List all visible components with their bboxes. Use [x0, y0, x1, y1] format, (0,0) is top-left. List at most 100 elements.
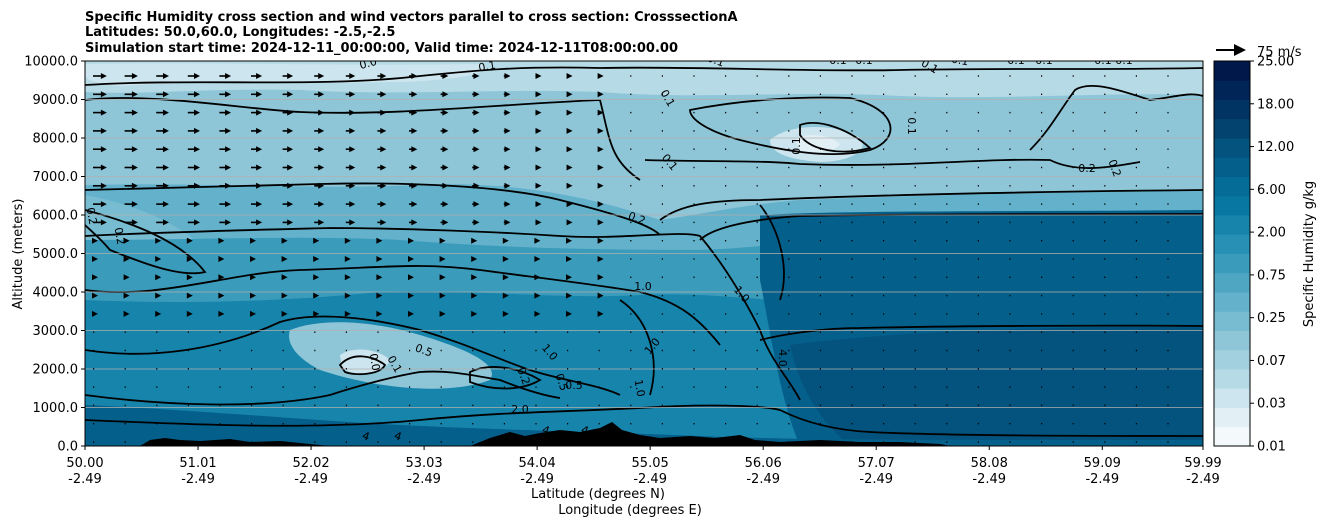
wind-vector — [1167, 166, 1169, 169]
contour-line — [619, 299, 655, 396]
wind-vector — [851, 313, 853, 315]
wind-vector — [883, 148, 885, 150]
wind-vector-head — [504, 182, 511, 189]
wind-vector-head — [155, 292, 162, 299]
wind-vector — [883, 386, 885, 388]
wind-vector-head — [408, 237, 414, 244]
wind-vector — [1009, 294, 1011, 297]
wind-vector — [1135, 185, 1137, 187]
wind-vector — [914, 130, 916, 132]
wind-vector-head — [287, 127, 294, 134]
wind-vector-head — [597, 292, 604, 299]
wind-vector — [914, 294, 916, 297]
y-tick-label: 0.0 — [57, 440, 78, 455]
wind-vector — [788, 294, 790, 297]
wind-vector-head — [442, 127, 449, 134]
colorbar-tick-label: 0.75 — [1257, 268, 1286, 283]
wind-vector — [693, 221, 695, 224]
colorbar-swatch — [1214, 215, 1250, 235]
wind-vector — [345, 368, 347, 370]
wind-vector — [851, 203, 853, 205]
wind-vector-head — [502, 256, 509, 262]
wind-vector — [819, 203, 821, 205]
wind-vector — [883, 441, 885, 443]
wind-vector — [156, 349, 158, 352]
contour-label: 0.1 — [705, 51, 726, 69]
wind-vector — [314, 423, 316, 425]
wind-vector — [377, 441, 379, 443]
x-tick-label-lat: 54.04 — [519, 456, 556, 471]
wind-vector — [946, 294, 948, 297]
wind-vector — [503, 441, 505, 443]
wind-vector — [251, 441, 253, 443]
wind-vector-head — [313, 310, 320, 317]
wind-vector — [788, 276, 790, 278]
wind-vector-head — [534, 310, 541, 317]
wind-vector-head — [131, 182, 138, 189]
wind-vector-head — [194, 127, 201, 134]
wind-vector — [1167, 240, 1169, 242]
wind-vector — [977, 423, 979, 425]
wind-vector — [725, 240, 727, 242]
wind-vector — [661, 404, 663, 407]
wind-vector — [1135, 203, 1137, 205]
wind-vector-head — [344, 292, 351, 299]
wind-vector — [725, 130, 727, 132]
wind-vector — [535, 331, 537, 333]
wind-vector-head — [318, 109, 325, 116]
wind-vector-head — [597, 73, 604, 79]
wind-vector — [977, 111, 979, 114]
wind-vector — [883, 258, 885, 260]
wind-vector — [187, 386, 189, 388]
wind-vector — [1104, 294, 1106, 297]
wind-vector — [1167, 404, 1169, 407]
wind-vector-head — [597, 127, 604, 134]
wind-vector — [567, 423, 569, 425]
wind-vector — [1009, 331, 1011, 333]
x-tick-label-lon: -2.49 — [181, 472, 215, 487]
wind-vector-head — [256, 219, 263, 226]
y-tick-label: 4000.0 — [33, 286, 79, 301]
wind-vector — [187, 441, 189, 443]
contour-label: 0.2 — [84, 206, 100, 225]
contour-label: 1.0 — [634, 280, 652, 293]
wind-vector — [1104, 349, 1106, 352]
wind-vector — [377, 368, 379, 370]
wind-vector — [1041, 93, 1043, 95]
wind-vector-head — [380, 219, 387, 226]
wind-vector-head — [566, 274, 572, 281]
wind-vector — [661, 203, 663, 205]
wind-vector — [1104, 331, 1106, 333]
wind-vector — [1041, 130, 1043, 132]
wind-vector-head — [256, 73, 263, 79]
wind-vector-head — [313, 292, 320, 299]
wind-vector-head — [534, 292, 541, 299]
wind-vector — [1072, 130, 1074, 132]
wind-vector — [314, 386, 316, 388]
wind-vector-head — [471, 237, 478, 244]
wind-vector — [1072, 441, 1074, 443]
colorbar-tick-label: 0.01 — [1257, 440, 1286, 455]
wind-vector — [630, 130, 632, 132]
wind-vector-head — [439, 310, 446, 317]
wind-vector — [187, 331, 189, 333]
humidity-dry-tongue-core — [340, 349, 390, 374]
wind-vector — [756, 294, 758, 297]
wind-vector — [756, 331, 758, 333]
wind-vector — [693, 203, 695, 205]
wind-vector-head — [344, 237, 351, 244]
contour-label: 1.0 — [632, 378, 648, 397]
contour-line — [759, 204, 785, 301]
y-axis-label: Altitude (meters) — [11, 199, 26, 310]
wind-vector-head — [318, 73, 325, 79]
wind-vector-head — [162, 182, 169, 189]
x-tick-label-lon: -2.49 — [520, 472, 554, 487]
wind-vector — [851, 423, 853, 425]
wind-vector — [1135, 441, 1137, 443]
wind-vector — [1009, 441, 1011, 443]
colorbar-tick-label: 2.00 — [1257, 226, 1286, 241]
wind-vector-head — [534, 237, 541, 244]
wind-vector — [409, 331, 411, 333]
wind-vector — [851, 148, 853, 150]
wind-vector — [883, 130, 885, 132]
